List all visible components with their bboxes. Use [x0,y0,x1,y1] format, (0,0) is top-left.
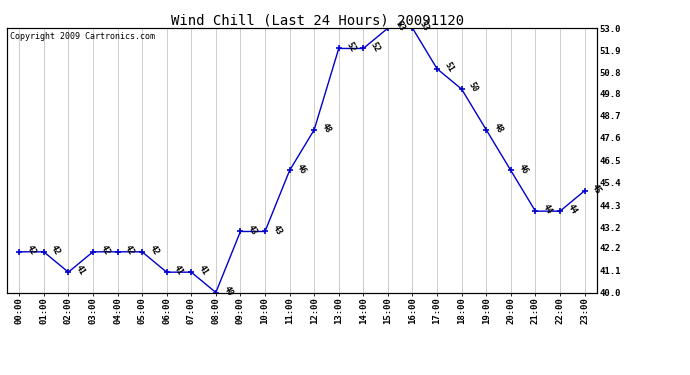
Text: 46: 46 [295,162,308,175]
Text: Copyright 2009 Cartronics.com: Copyright 2009 Cartronics.com [10,32,155,41]
Text: 44: 44 [566,203,578,216]
Text: 53: 53 [418,20,431,33]
Text: 48: 48 [492,122,504,135]
Text: 52: 52 [344,40,357,53]
Text: 53: 53 [393,20,406,33]
Text: 42: 42 [25,243,37,256]
Text: 44: 44 [541,203,554,216]
Text: 42: 42 [99,243,111,256]
Text: 45: 45 [590,182,603,196]
Text: 43: 43 [246,223,259,236]
Text: 41: 41 [172,264,185,277]
Text: 42: 42 [49,243,62,256]
Text: 48: 48 [319,122,333,135]
Text: 41: 41 [197,264,210,277]
Text: 46: 46 [516,162,529,175]
Text: 41: 41 [74,264,87,277]
Text: 42: 42 [123,243,136,256]
Text: 43: 43 [270,223,284,236]
Text: 42: 42 [148,243,161,256]
Text: 52: 52 [369,40,382,53]
Text: 51: 51 [442,60,455,74]
Text: 40: 40 [221,284,234,297]
Text: 50: 50 [467,81,480,94]
Text: Wind Chill (Last 24 Hours) 20091120: Wind Chill (Last 24 Hours) 20091120 [171,13,464,27]
